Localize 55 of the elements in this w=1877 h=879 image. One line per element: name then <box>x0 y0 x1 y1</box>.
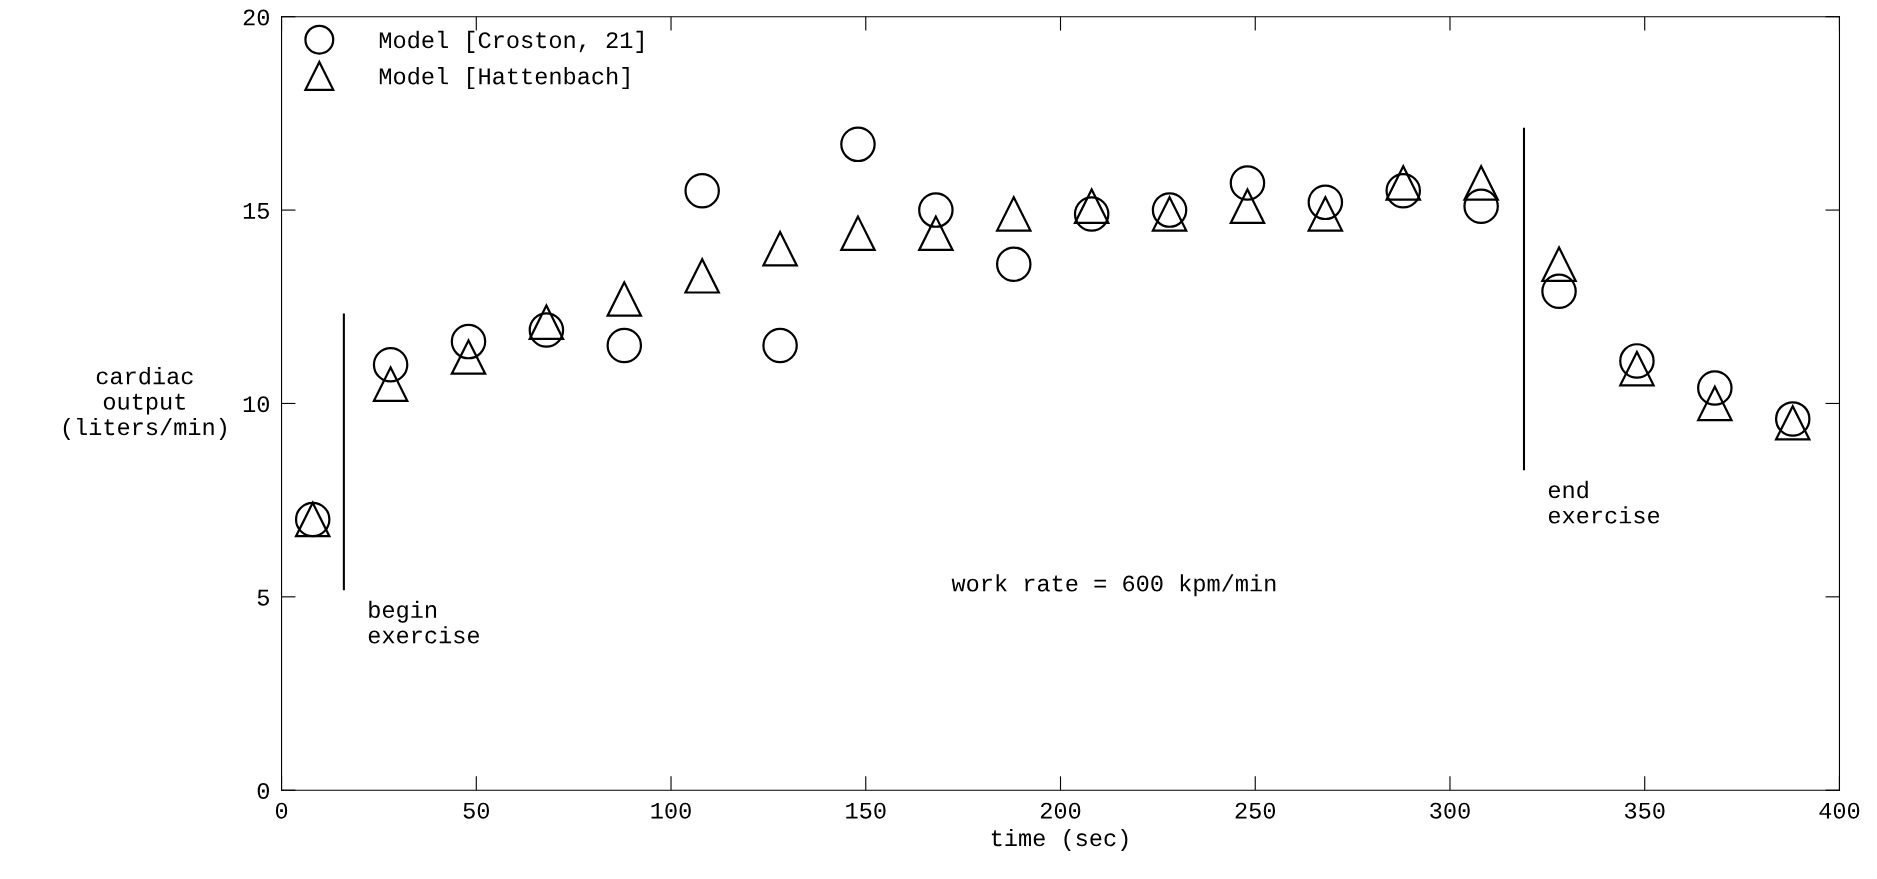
legend-label: Model [Croston, 21] <box>379 30 643 53</box>
point <box>1697 385 1733 422</box>
point <box>1619 350 1655 387</box>
legend-label: Model [Hattenbach] <box>379 67 629 90</box>
x-tick-label: 100 <box>651 802 691 819</box>
x-axis-title: time (sec) <box>991 828 1128 851</box>
ref-line-label: end exercise <box>1548 480 1660 524</box>
point <box>1541 246 1577 282</box>
annotation: work rate = 600 kpm/min <box>951 574 1276 597</box>
y-tick-label: 20 <box>243 9 269 26</box>
x-tick-label: 50 <box>463 802 489 819</box>
y-tick-label: 10 <box>243 396 269 413</box>
point <box>450 323 487 360</box>
y-tick-label: 5 <box>257 589 269 606</box>
point <box>762 230 798 267</box>
y-tick-label: 0 <box>257 782 269 800</box>
x-tick-label: 350 <box>1624 802 1665 819</box>
point <box>684 258 720 294</box>
x-tick-label: 300 <box>1430 802 1470 819</box>
point <box>1229 188 1266 224</box>
point <box>528 312 565 348</box>
point <box>918 215 954 252</box>
point <box>1463 188 1499 224</box>
point <box>1229 165 1266 201</box>
point <box>762 327 798 364</box>
point <box>450 339 487 375</box>
point <box>1307 184 1344 221</box>
point <box>684 172 720 209</box>
y-axis-title: cardiac output (liters/min) <box>63 367 226 440</box>
point <box>1541 273 1577 310</box>
point <box>1385 172 1422 209</box>
x-tick-label: 150 <box>846 802 886 819</box>
point <box>606 327 643 364</box>
point <box>840 126 876 163</box>
point <box>840 215 876 252</box>
point <box>528 304 565 341</box>
point <box>1697 370 1733 406</box>
point <box>1073 188 1110 224</box>
point <box>372 347 409 383</box>
point <box>1073 196 1110 232</box>
point <box>1463 165 1499 201</box>
point <box>1619 343 1655 379</box>
point <box>995 246 1032 282</box>
point <box>372 366 409 402</box>
point <box>918 192 954 228</box>
point <box>1385 165 1422 201</box>
x-tick-label: 400 <box>1819 802 1860 819</box>
x-tick-label: 200 <box>1040 802 1081 819</box>
ref-line-label: begin exercise <box>368 600 480 644</box>
point <box>995 196 1032 232</box>
point <box>1307 196 1344 232</box>
point <box>606 281 643 317</box>
y-tick-label: 15 <box>243 203 269 219</box>
x-tick-label: 0 <box>275 802 288 819</box>
x-tick-label: 250 <box>1235 802 1276 819</box>
